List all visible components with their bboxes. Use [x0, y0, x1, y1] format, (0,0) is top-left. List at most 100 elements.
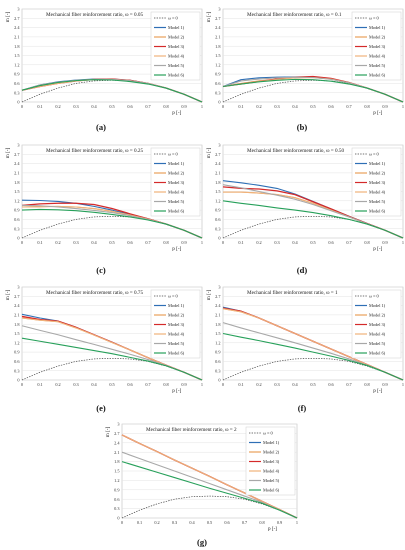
x-tick-label: 0.8 — [163, 382, 168, 387]
chart-title: Mechanical fiber reinforcement ratio, ω … — [46, 11, 143, 18]
y-tick-label: 2.1 — [215, 313, 220, 318]
y-tick-label: 1.8 — [114, 459, 119, 464]
legend-label: Model 1) — [369, 303, 386, 308]
x-tick-label: 0 — [21, 382, 23, 387]
panel-label: (b) — [297, 122, 308, 132]
y-tick-label: 2.4 — [14, 303, 20, 308]
y-tick-label: 0 — [218, 100, 220, 105]
y-axis-label: m [-] — [5, 289, 11, 300]
chart-title: Mechanical fiber reinforcement ratio, ω … — [146, 426, 237, 433]
y-tick-label: 0.6 — [14, 217, 20, 222]
y-tick-label: 0.9 — [215, 72, 220, 77]
x-tick-label: 0.3 — [73, 382, 78, 387]
y-tick-label: 1.8 — [215, 322, 220, 327]
legend-label: Model 4) — [369, 332, 386, 337]
chart-panel-4: 0 0.3 0.6 0.9 1.2 1.5 1.8 2.1 2.4 2.7 3 0 0.1 0.2 0.3 0… — [206, 143, 404, 275]
y-tick-label: 1.5 — [14, 331, 19, 336]
legend-label: Model 4) — [263, 469, 280, 474]
y-tick-label: 0 — [17, 378, 19, 383]
x-tick-label: 0.2 — [154, 520, 159, 525]
panel-label: (d) — [297, 265, 308, 275]
legend-label: Model 5) — [168, 63, 185, 68]
y-tick-label: 0 — [17, 236, 19, 241]
x-tick-label: 0.5 — [109, 240, 114, 245]
x-tick-label: 0.7 — [242, 520, 248, 525]
x-tick-label: 0.4 — [91, 104, 97, 109]
legend-label: Model 2) — [369, 313, 386, 318]
legend-label: Model 1) — [168, 303, 185, 308]
chart-title: Mechanical fiber reinforcement ratio, ω … — [46, 147, 143, 154]
x-tick-label: 0.3 — [73, 104, 78, 109]
chart-panel-3: 0 0.3 0.6 0.9 1.2 1.5 1.8 2.1 2.4 2.7 3 0 0.1 0.2 0.3 0… — [5, 143, 203, 275]
chart-panel-7: 0 0.3 0.6 0.9 1.2 1.5 1.8 2.1 2.4 2.7 3 0 0.1 0.2 0.3 0… — [105, 422, 298, 547]
x-tick-label: 0.2 — [55, 382, 60, 387]
x-tick-label: 0.3 — [274, 104, 279, 109]
x-tick-label: 0.6 — [328, 104, 334, 109]
y-tick-label: 0 — [17, 100, 19, 105]
y-tick-label: 0.9 — [215, 208, 220, 213]
chart-panel-1: 0 0.3 0.6 0.9 1.2 1.5 1.8 2.1 2.4 2.7 3 0 0.1 0.2 0.3 0… — [5, 7, 203, 132]
x-tick-label: 0.4 — [292, 382, 298, 387]
legend-label: Model 6) — [369, 351, 386, 356]
y-tick-label: 1.8 — [14, 322, 19, 327]
y-tick-label: 0.6 — [215, 359, 221, 364]
x-tick-label: 0.7 — [145, 382, 151, 387]
x-tick-label: 0.2 — [55, 104, 60, 109]
x-tick-label: 0.5 — [310, 240, 315, 245]
y-tick-label: 1.2 — [14, 198, 19, 203]
legend-label: Model 5) — [168, 341, 185, 346]
x-tick-label: 0 — [222, 382, 224, 387]
x-tick-label: 0 — [121, 520, 123, 525]
y-tick-label: 2.7 — [215, 16, 221, 21]
legend-label: Model 3) — [168, 322, 185, 327]
legend-label: Model 6) — [263, 488, 280, 493]
series-line — [121, 495, 298, 519]
y-tick-label: 2.1 — [14, 313, 19, 318]
legend-label: Model 4) — [369, 54, 386, 59]
x-tick-label: 0 — [222, 240, 224, 245]
x-axis-label: p [-] — [373, 110, 382, 116]
y-tick-label: 1.8 — [215, 180, 220, 185]
x-tick-label: 0.6 — [127, 382, 133, 387]
chart-title: Mechanical fiber reinforcement ratio, ω … — [46, 289, 143, 296]
legend-label: Model 6) — [168, 209, 185, 214]
legend-label: ω = 0 — [369, 294, 380, 299]
y-tick-label: 1.8 — [14, 180, 19, 185]
x-tick-label: 0.6 — [127, 104, 133, 109]
legend-label: Model 1) — [369, 25, 386, 30]
y-tick-label: 1.5 — [215, 331, 220, 336]
legend-label: Model 5) — [369, 341, 386, 346]
series-line — [121, 461, 298, 519]
panel-label: (e) — [96, 403, 106, 413]
x-tick-label: 1 — [201, 104, 203, 109]
x-tick-label: 0.1 — [37, 240, 42, 245]
y-tick-label: 1.5 — [14, 189, 19, 194]
x-tick-label: 0.7 — [346, 104, 352, 109]
y-tick-label: 0.3 — [215, 90, 220, 95]
x-tick-label: 0.7 — [346, 240, 352, 245]
y-tick-label: 2.1 — [215, 35, 220, 40]
y-tick-label: 1.2 — [14, 62, 19, 67]
x-axis-label: p [-] — [373, 246, 382, 252]
legend-label: Model 4) — [168, 54, 185, 59]
x-tick-label: 0.7 — [346, 382, 352, 387]
x-tick-label: 0.8 — [163, 240, 168, 245]
y-tick-label: 1.2 — [114, 478, 119, 483]
x-tick-label: 0.5 — [310, 104, 315, 109]
legend-label: Model 3) — [263, 459, 280, 464]
legend-label: Model 2) — [369, 171, 386, 176]
x-tick-label: 0.2 — [256, 382, 261, 387]
legend-label: Model 1) — [369, 161, 386, 166]
legend-label: Model 4) — [369, 190, 386, 195]
legend-label: ω = 0 — [263, 431, 274, 436]
legend-label: Model 2) — [168, 313, 185, 318]
legend-label: Model 6) — [168, 351, 185, 356]
y-tick-label: 0 — [218, 378, 220, 383]
x-tick-label: 0.8 — [259, 520, 264, 525]
legend-label: Model 1) — [168, 25, 185, 30]
y-tick-label: 0.6 — [215, 217, 221, 222]
x-tick-label: 0.7 — [145, 240, 151, 245]
panel-label: (f) — [298, 403, 307, 413]
x-tick-label: 0.4 — [91, 240, 97, 245]
x-tick-label: 0.2 — [256, 240, 261, 245]
